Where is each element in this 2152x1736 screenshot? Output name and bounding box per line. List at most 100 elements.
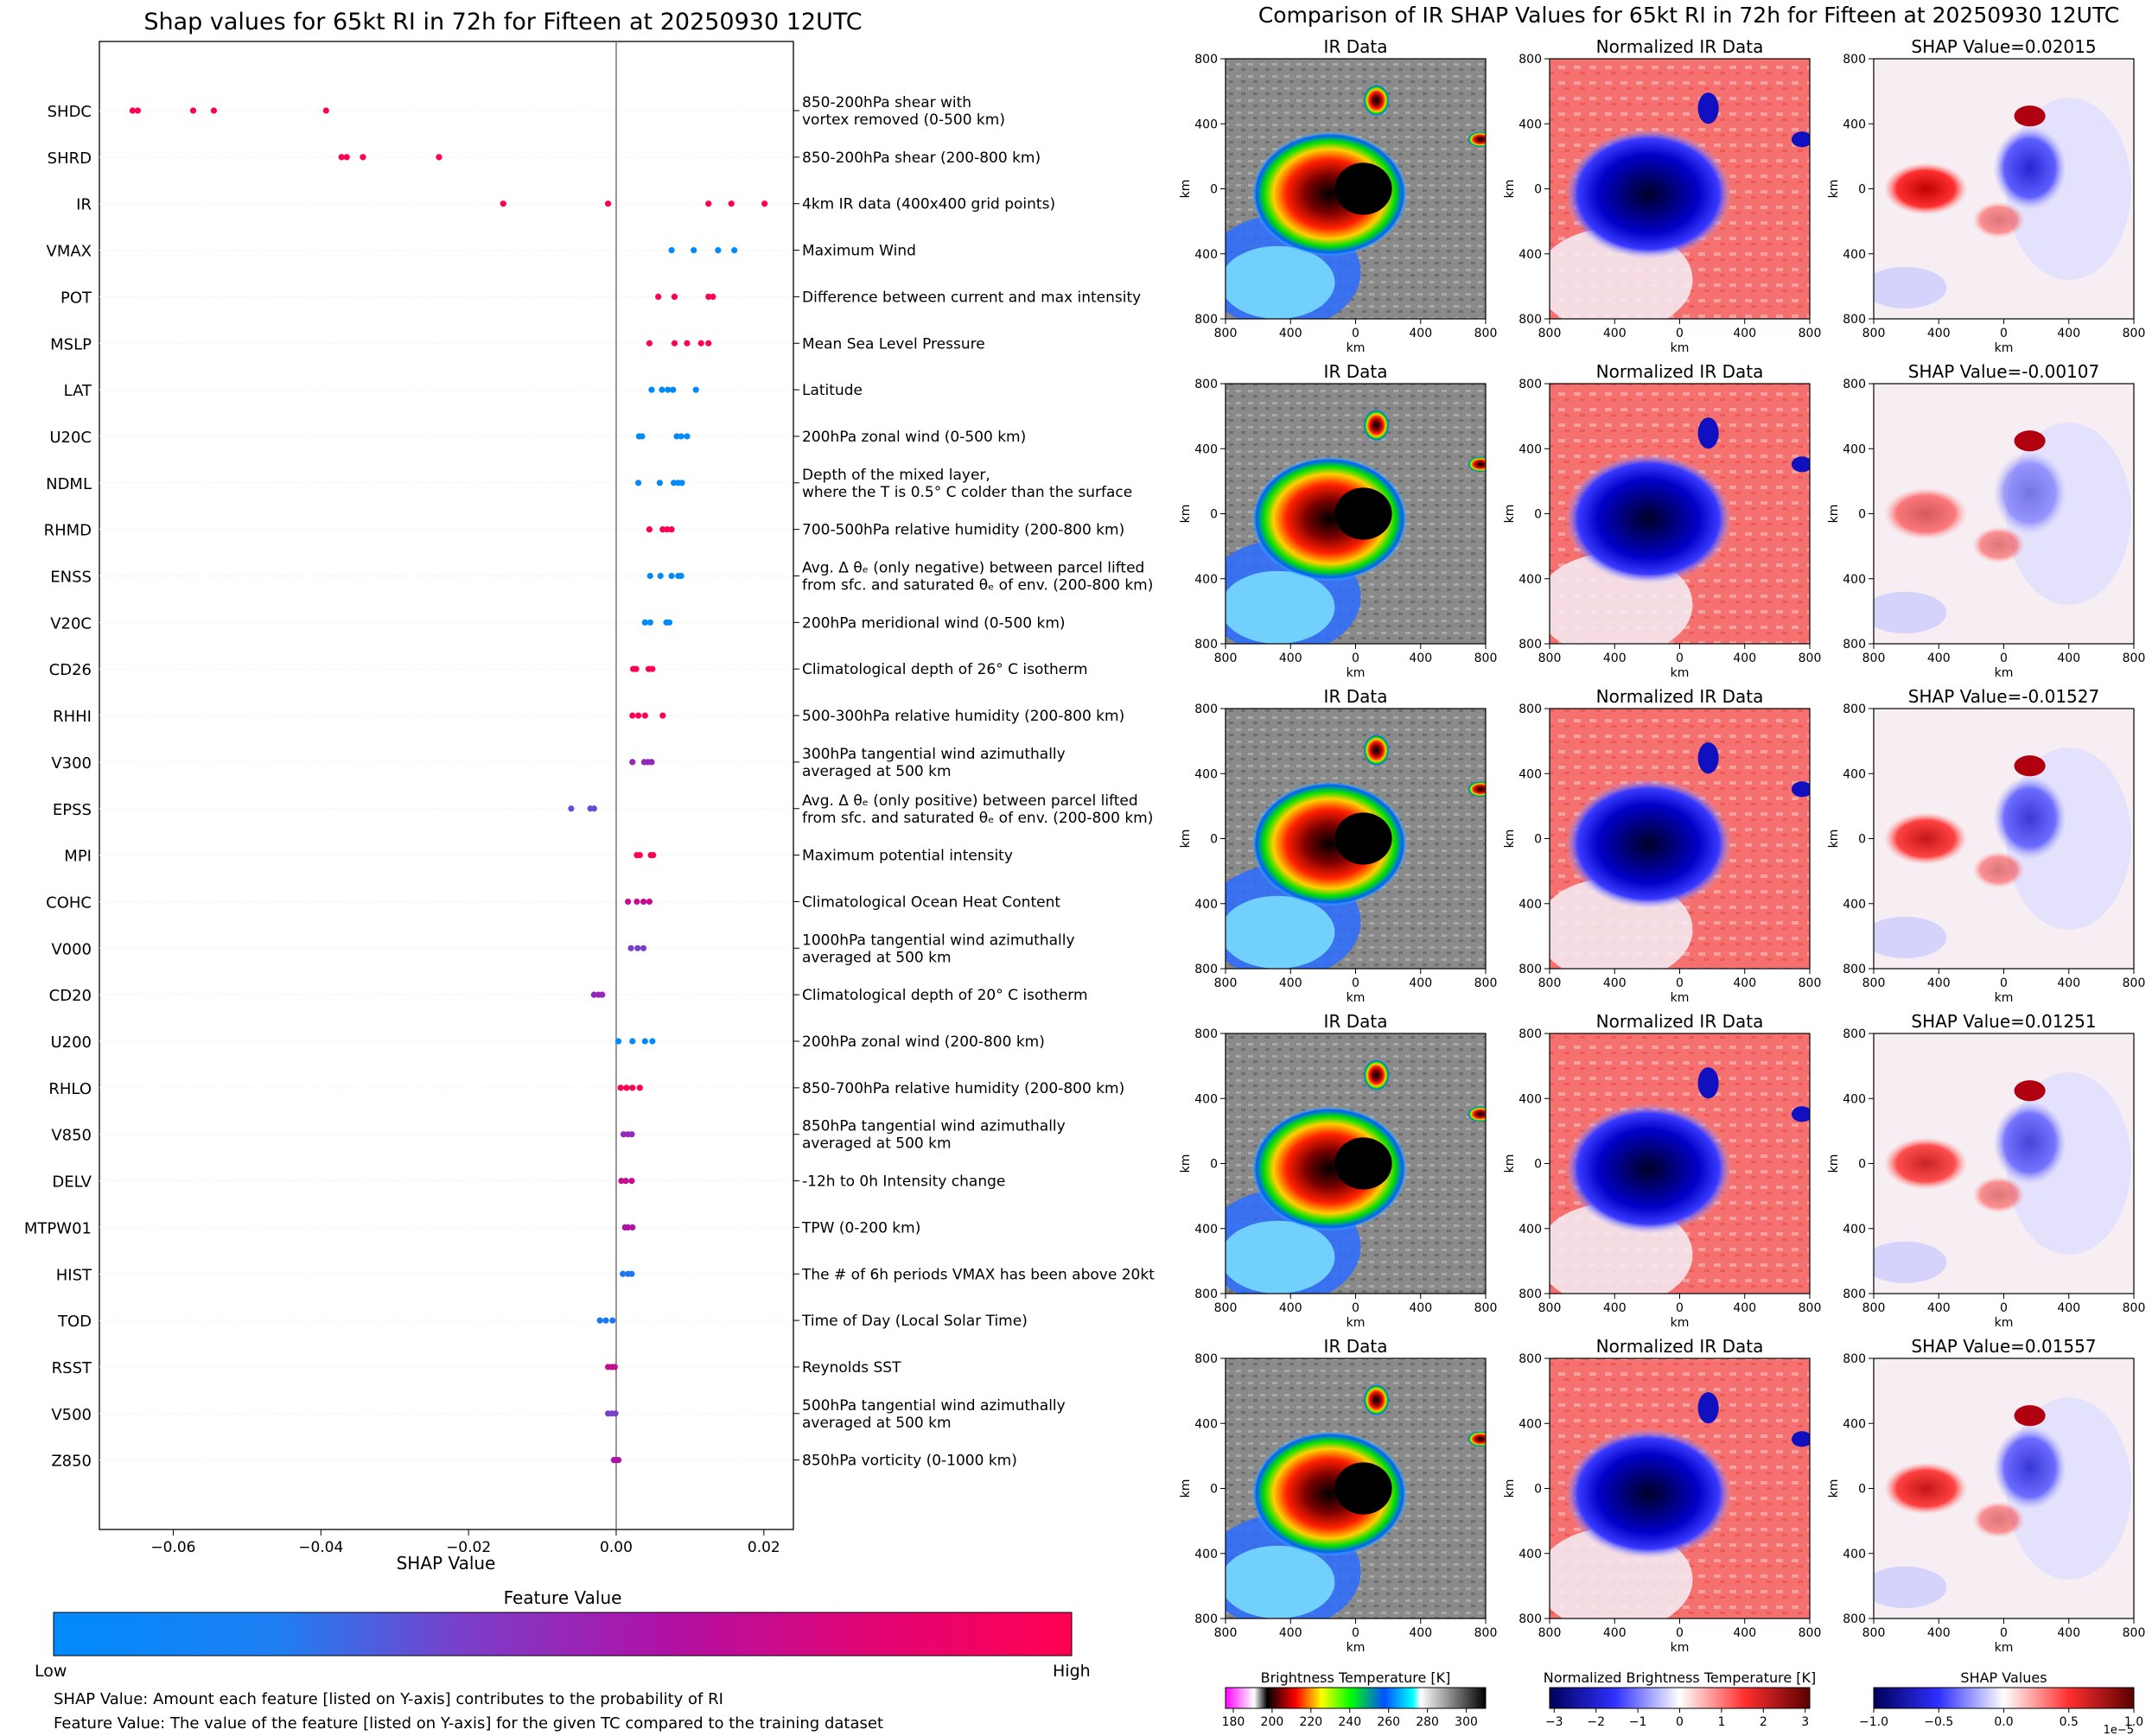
shap-point: [657, 572, 664, 580]
feature-labels: SHDC SHRD IR VMAX POT MSLP LAT U20C NDML RHMD ENSS…: [24, 103, 799, 1471]
ir-panel-grid: IR Data80080040040000400400800800kmkmNor…: [1179, 36, 2145, 1655]
panel-image: [1550, 1358, 1810, 1618]
feature-label: COHC: [46, 893, 92, 912]
feature-descriptions: 850-200hPa shear with vortex removed (0-5…: [801, 94, 1155, 1470]
colorbar-tick: 180: [1222, 1715, 1245, 1729]
y-tick-label: 400: [1194, 1417, 1218, 1431]
panel-image: [1226, 1358, 1486, 1618]
colorbar-tick: 300: [1455, 1715, 1478, 1729]
x-axis-label: km: [1347, 1316, 1366, 1330]
x-tick-label: 400: [1927, 652, 1951, 665]
x-tick-label: 800: [1862, 327, 1886, 340]
y-tick-label: 400: [1194, 118, 1218, 131]
feature-label: HIST: [56, 1266, 92, 1284]
colorbar-tick: 0: [1676, 1715, 1684, 1729]
x-tick-label: 800: [2123, 976, 2146, 990]
panel-title: SHAP Value=-0.01527: [1908, 686, 2099, 707]
panel-title: IR Data: [1324, 1011, 1388, 1032]
shap-point: [623, 1084, 630, 1091]
y-tick-label: 800: [1194, 638, 1218, 652]
colorbar-tick: −2: [1587, 1715, 1605, 1729]
shap-point: [668, 572, 675, 580]
x-tick-label: 0: [1352, 652, 1359, 665]
x-tick-label: 800: [2123, 1626, 2146, 1640]
shap-point: [629, 759, 636, 766]
y-tick-label: 400: [1843, 898, 1866, 912]
feature-description: Climatological Ocean Heat Content: [802, 893, 1060, 911]
y-tick-label: 800: [1194, 703, 1218, 716]
panel-title: Normalized IR Data: [1596, 361, 1764, 382]
y-tick-label: 400: [1518, 1548, 1542, 1561]
feature-label: VMAX: [47, 243, 92, 261]
y-tick-label: 400: [1194, 767, 1218, 781]
y-axis-label: km: [1179, 505, 1193, 524]
feature-description: Mean Sea Level Pressure: [802, 335, 985, 353]
shap-point: [639, 433, 646, 440]
feature-label: LAT: [64, 382, 92, 400]
shap-point: [617, 1084, 624, 1091]
y-tick-label: 400: [1518, 898, 1542, 912]
x-tick-label: 800: [1799, 327, 1822, 340]
x-axis-label: km: [1671, 1316, 1690, 1330]
y-tick-label: 800: [1843, 963, 1866, 976]
x-axis-label: km: [1347, 991, 1366, 1005]
ir-panel: SHAP Value=0.015578008004004000040040080…: [1827, 1336, 2145, 1655]
colorbar-tick: 0.5: [2060, 1715, 2079, 1729]
shap-point: [635, 480, 642, 486]
feature-label: U20C: [49, 429, 92, 447]
panel-image: [1550, 59, 1810, 319]
shap-point: [692, 386, 699, 393]
shap-point: [646, 526, 653, 533]
x-tick-label: 400: [2057, 652, 2080, 665]
feature-label: TOD: [57, 1313, 92, 1331]
colorbar-tick: −3: [1545, 1715, 1563, 1729]
x-tick-label: 800: [1474, 976, 1498, 990]
colorbar-tick: 2: [1760, 1715, 1767, 1729]
shap-point: [210, 107, 218, 114]
x-tick-label: 800: [1474, 1626, 1498, 1640]
colorbar-exponent: 1e−5: [2104, 1724, 2134, 1736]
shap-point: [590, 805, 597, 812]
x-tick-label: 0: [1676, 1626, 1684, 1640]
shap-point: [649, 665, 656, 672]
y-axis-label: km: [1503, 1479, 1517, 1498]
x-axis-ticks: −0.06 −0.04 −0.02 0.00 0.02: [150, 1529, 780, 1556]
colorbar-tick: 280: [1416, 1715, 1439, 1729]
x-tick-label: 400: [1927, 976, 1951, 990]
shap-point: [129, 107, 137, 114]
shap-point: [646, 898, 653, 906]
ir-panel: SHAP Value=0.020158008004004000040040080…: [1827, 36, 2145, 355]
x-tick-label: 400: [2057, 327, 2080, 340]
panel-image: [1550, 1033, 1810, 1294]
shap-point: [646, 340, 653, 347]
y-axis-label: km: [1503, 180, 1517, 199]
y-tick-label: 800: [1518, 638, 1542, 652]
x-axis-label: SHAP Value: [397, 1553, 496, 1574]
x-tick-label: 400: [1733, 976, 1756, 990]
shap-point: [628, 1270, 635, 1277]
x-tick-label: 400: [1603, 976, 1627, 990]
y-tick-label: 800: [1518, 1027, 1542, 1041]
y-tick-label: 400: [1194, 1092, 1218, 1106]
y-tick-label: 0: [1210, 508, 1218, 522]
shap-summary-plot: SHDC SHRD IR VMAX POT MSLP LAT U20C NDML RHMD ENSS…: [24, 41, 1155, 1574]
feature-label: V300: [51, 754, 92, 773]
y-tick-label: 0: [1210, 1483, 1218, 1497]
feature-description: Depth of the mixed layer, where the T is …: [802, 467, 1132, 501]
shap-point: [691, 246, 697, 254]
x-axis-label: km: [1995, 666, 2014, 680]
shap-point: [629, 712, 636, 719]
x-tick-label: 400: [2057, 1626, 2080, 1640]
shap-point: [596, 1317, 603, 1324]
shap-point: [678, 433, 684, 440]
shap-point: [665, 386, 672, 393]
x-axis-label: km: [1995, 341, 2014, 355]
x-tick-label: −0.06: [150, 1539, 195, 1556]
y-tick-label: 800: [1843, 703, 1866, 716]
y-tick-label: 0: [1858, 183, 1866, 197]
shap-point: [673, 433, 680, 440]
x-tick-label: 800: [1862, 1626, 1886, 1640]
shap-point: [602, 1317, 609, 1324]
